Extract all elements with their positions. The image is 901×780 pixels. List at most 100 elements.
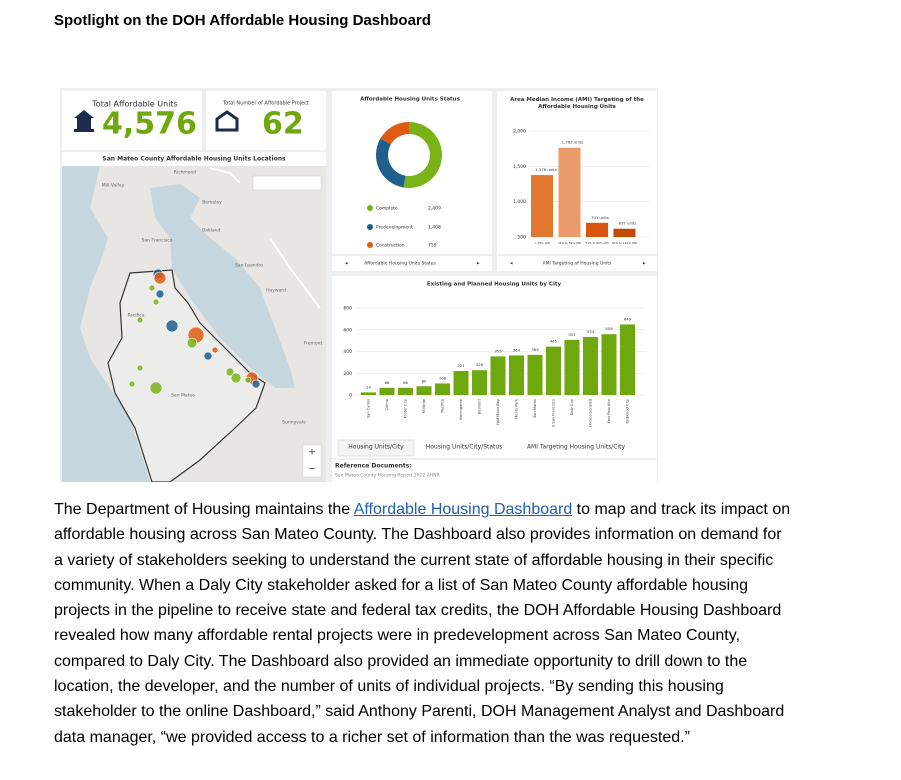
bar — [490, 356, 506, 395]
donut-slice — [375, 138, 406, 188]
map-place: San Francisco — [142, 238, 173, 244]
body-line: affordable housing across San Mateo Coun… — [54, 526, 782, 544]
map-marker — [230, 372, 242, 384]
x-tick-label: San Mateo — [533, 399, 537, 418]
kpi-icon — [74, 110, 94, 132]
y-tick-label: 200 — [343, 371, 352, 377]
tab-label[interactable]: Housing Units/City/Status — [426, 444, 503, 451]
x-tick-label: San Carlos — [367, 399, 371, 418]
map-marker — [128, 380, 136, 388]
nav-arrow[interactable]: ◂ — [510, 261, 513, 267]
bar — [531, 175, 553, 237]
value-label: 649 — [624, 316, 632, 321]
value-label: 66 — [403, 380, 408, 385]
x-tick-label: East Palo Alto — [607, 399, 611, 424]
map-marker — [136, 316, 144, 324]
map-marker — [211, 346, 219, 354]
link[interactable]: Affordable Housing Dashboard — [353, 501, 573, 518]
x-tick-label: < 30% AMI — [534, 241, 550, 245]
bar — [527, 354, 543, 395]
value-label: 106 — [439, 375, 447, 380]
map-marker — [148, 284, 156, 292]
map-marker — [152, 298, 160, 306]
value-label: 221 — [457, 363, 465, 368]
value-label: 2,409 — [428, 206, 441, 212]
x-tick-label: S San Francisco — [552, 399, 556, 427]
bar — [453, 370, 469, 395]
map-marker — [165, 319, 179, 333]
body-line: location, the developer, and the number … — [54, 678, 724, 696]
legend-label: Predevelopment — [376, 225, 413, 231]
donut-slice — [403, 122, 442, 188]
y-tick-label: 2,000 — [513, 129, 526, 135]
map-place: San Mateo — [171, 393, 195, 399]
kpi-label: Total Affordable Units — [91, 100, 177, 109]
legend-swatch — [367, 224, 373, 230]
body-text: The Department of Housing maintains the … — [54, 497, 790, 750]
svg-text:−: − — [308, 465, 316, 475]
x-tick-label: 31% to 50% AMI — [558, 241, 581, 245]
reference-panel — [332, 460, 657, 482]
legend-swatch — [367, 205, 373, 211]
chart-footer: Affordable Housing Units Status — [364, 261, 436, 267]
value-label: 445 — [550, 339, 558, 344]
bar — [586, 222, 608, 237]
y-tick-label: 1,500 — [513, 164, 526, 170]
text: The Department of Housing maintains the — [54, 501, 354, 518]
kpi-label: Total Number of Affordable Project — [222, 101, 309, 107]
x-tick-label: Unincorporated — [589, 399, 593, 427]
body-line: data manager, “we provided access to a r… — [54, 728, 690, 746]
value-label: 1,376 units — [535, 167, 556, 172]
value-label: 617 units — [619, 221, 637, 226]
chart-title: Affordable Housing Units Status — [360, 97, 460, 103]
value-label: 534 — [587, 329, 595, 334]
bar — [435, 383, 450, 395]
x-tick-label: Redwood City — [626, 398, 630, 424]
bar — [546, 346, 561, 395]
body-line: revealed how many affordable rental proj… — [54, 627, 741, 645]
svg-text:+: + — [308, 448, 316, 458]
value-label: 80 — [422, 378, 427, 383]
map-place: San Leandro — [235, 263, 263, 269]
map-title: San Mateo County Affordable Housing Unit… — [102, 156, 286, 163]
map-place: Sunnyvale — [282, 420, 306, 426]
map: + − — [62, 166, 326, 482]
map-place: Berkeley — [202, 200, 222, 206]
y-tick-label: 500 — [517, 235, 526, 241]
dashboard: Total Affordable Units Total Number of A… — [60, 88, 658, 482]
nav-arrow[interactable]: ◂ — [345, 261, 348, 267]
map-marker — [203, 351, 213, 361]
map-place: Oakland — [202, 228, 221, 234]
x-tick-label: Menlo Park — [515, 398, 519, 419]
map-marker — [153, 271, 167, 285]
y-tick-label: 1,000 — [513, 199, 526, 205]
bar — [613, 228, 636, 237]
bar — [472, 370, 487, 395]
bar — [564, 339, 580, 395]
body-line: compared to Daly City. The Dashboard als… — [54, 652, 748, 670]
map-place: Hayward — [266, 288, 286, 294]
map-marker — [136, 364, 144, 372]
map-marker — [251, 379, 261, 389]
map-marker — [149, 381, 163, 395]
nav-arrow[interactable]: ▸ — [477, 261, 480, 267]
tab-label[interactable]: Housing Units/City — [348, 444, 404, 451]
map-place: Fremont — [304, 341, 323, 347]
value-label: 759 — [428, 243, 437, 249]
tab-label[interactable]: AMI Targeting Housing Units/City — [527, 444, 626, 451]
bar — [361, 392, 376, 395]
value-label: 66 — [385, 380, 390, 385]
x-tick-label: Millbrae — [422, 398, 426, 413]
kpi-value: 4,576 — [102, 107, 197, 142]
legend-label: Construction — [376, 243, 405, 249]
chart-footer: AMI Targeting of Housing Units — [542, 261, 612, 267]
tab[interactable] — [337, 439, 415, 457]
value-label: 701 units — [591, 215, 609, 220]
map-marker — [155, 289, 165, 299]
map-place: Richmond — [174, 170, 197, 176]
y-tick-label: 400 — [343, 349, 352, 355]
body-line: a variety of stakeholders seeking to und… — [54, 551, 774, 569]
reference-link[interactable]: San Mateo County Housing Report 2022 AHN… — [335, 473, 440, 479]
nav-arrow[interactable]: ▸ — [643, 261, 646, 267]
